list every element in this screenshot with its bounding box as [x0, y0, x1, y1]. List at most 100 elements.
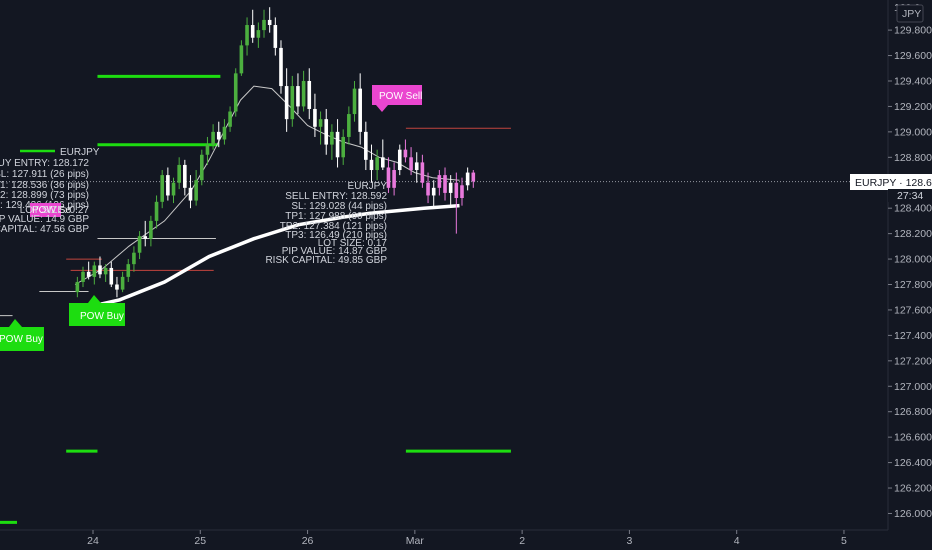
- currency-badge[interactable]: JPY: [896, 4, 924, 23]
- candle: [290, 75, 295, 127]
- candle-body: [409, 157, 413, 171]
- candle: [318, 111, 323, 145]
- sell-info-line: EURJPY: [348, 181, 388, 192]
- price-tick-label: 128.000: [894, 254, 932, 266]
- candle-body: [273, 25, 278, 48]
- price-tick-label: 127.400: [894, 330, 932, 342]
- candle-body: [431, 187, 436, 196]
- candle: [420, 154, 425, 188]
- candle-body: [386, 167, 391, 188]
- time-tick-label: 2: [519, 535, 525, 547]
- candle: [358, 73, 362, 145]
- price-tick-label: 129.800: [894, 25, 932, 37]
- candle-body: [330, 131, 334, 145]
- candle-body: [109, 267, 114, 285]
- price-tick-label: 129.000: [894, 126, 932, 138]
- price-tick-label: 128.800: [894, 152, 932, 164]
- pow-buy-signal[interactable]: POW Buy: [69, 295, 125, 326]
- time-axis[interactable]: 24 25 26 Mar 2 3 4 5: [0, 529, 888, 547]
- candle: [149, 215, 153, 247]
- candle: [228, 106, 232, 132]
- candle-body: [448, 182, 453, 193]
- time-tick-label: 5: [841, 535, 847, 547]
- buy-info-panel: EURJPY BUY ENTRY: 128.172 SL: 127.911 (2…: [0, 147, 100, 235]
- candle: [75, 276, 80, 298]
- pow-buy-pointer: [88, 295, 101, 303]
- candle: [103, 264, 108, 282]
- candle-body: [460, 185, 464, 199]
- candle: [81, 266, 85, 288]
- price-tag-box: [850, 174, 932, 190]
- candle-body: [465, 172, 470, 186]
- sell-info-line: SELL ENTRY: 128.592: [285, 191, 387, 202]
- candle-body: [341, 136, 346, 158]
- pow-sell-label: POW Sell: [379, 91, 422, 102]
- pow-sell-box: [372, 85, 422, 105]
- candle: [301, 70, 306, 112]
- candle: [335, 119, 340, 168]
- pow-buy-signal[interactable]: POW Buy: [0, 319, 44, 351]
- candle: [431, 180, 436, 209]
- sell-info-line: LOT SIZE: 0.17: [318, 238, 388, 249]
- price-tag-label: EURJPY · 128.609: [855, 177, 932, 189]
- candle-body: [75, 281, 80, 293]
- countdown-box: [888, 189, 932, 202]
- price-tick-label: 126.600: [894, 432, 932, 444]
- candle-body: [245, 25, 249, 46]
- pow-sell-pointer: [376, 105, 388, 112]
- candle-body: [301, 80, 306, 107]
- candle-body: [471, 172, 476, 182]
- sell-info-line: PIP VALUE: 14.87 GBP: [282, 246, 388, 257]
- buy-info-line: SL: 127.911 (26 pips): [0, 169, 89, 180]
- price-tick-label: 127.000: [894, 381, 932, 393]
- candle-body: [239, 45, 244, 74]
- candle-body: [392, 170, 396, 188]
- candle-body: [352, 88, 357, 115]
- ema-fast-line: [74, 85, 460, 285]
- candle: [392, 162, 396, 196]
- price-tick-label: 127.600: [894, 304, 932, 316]
- buy-info-line: RISK CAPITAL: 47.56 GBP: [0, 224, 89, 235]
- candle-body: [375, 157, 379, 171]
- time-tick-label: Mar: [406, 535, 425, 547]
- candle-body: [194, 180, 198, 201]
- candle-body: [115, 284, 119, 290]
- candle-body: [347, 114, 351, 137]
- pow-sell-signal[interactable]: POW Sell: [372, 85, 422, 112]
- candle-body: [160, 175, 165, 202]
- candle: [115, 276, 119, 298]
- candle-body: [279, 47, 283, 87]
- candle: [443, 167, 447, 201]
- candle-body: [86, 271, 91, 277]
- candle: [465, 167, 470, 191]
- candle: [109, 261, 114, 288]
- candle: [262, 9, 266, 38]
- price-tick-label: 126.000: [894, 508, 932, 520]
- candle-body: [324, 119, 329, 145]
- candle: [347, 106, 351, 145]
- price-tick-label: 127.200: [894, 355, 932, 367]
- candle: [471, 170, 476, 188]
- candle-body: [380, 157, 385, 168]
- candle-body: [177, 164, 181, 183]
- candle: [194, 170, 198, 206]
- candle-body: [262, 19, 266, 31]
- candle-body: [154, 201, 159, 221]
- candle: [307, 68, 312, 120]
- price-tick-label: 128.200: [894, 228, 932, 240]
- candle-body: [216, 131, 221, 140]
- candle: [414, 152, 419, 183]
- candle-body: [233, 73, 238, 112]
- price-axis[interactable]: 129.800 129.600 129.400 129.200 129.000 128.8…: [887, 0, 932, 550]
- time-tick-label: 26: [302, 535, 314, 547]
- candle-body: [222, 126, 227, 140]
- candle: [284, 68, 289, 132]
- time-tick-label: 25: [194, 535, 206, 547]
- candle: [132, 246, 136, 272]
- candle-body: [103, 267, 108, 275]
- time-tick-label: 3: [626, 535, 632, 547]
- pow-buy-label: POW Buy: [0, 334, 43, 345]
- candle: [92, 261, 97, 285]
- candle: [98, 256, 102, 279]
